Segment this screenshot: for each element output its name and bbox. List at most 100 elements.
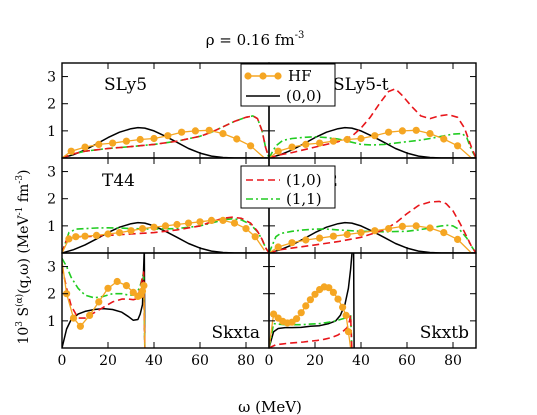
series-hf-point-skxtb bbox=[293, 315, 301, 323]
series-hf-point-t22 bbox=[412, 222, 420, 230]
series-hf-point-sly5 bbox=[247, 142, 255, 150]
series-hf-point-skxtb bbox=[339, 303, 347, 311]
series-1-0-line-t22 bbox=[269, 200, 476, 253]
legend-hf-marker bbox=[244, 72, 252, 80]
panels-group bbox=[62, 88, 476, 348]
y-tick-label-t44: 2 bbox=[47, 192, 56, 208]
panel-label-sly5: SLy5 bbox=[104, 75, 147, 95]
legend-mid-box bbox=[240, 165, 336, 209]
series-hf-line-sly5 bbox=[62, 129, 265, 158]
series-hf-point-skxtb bbox=[342, 311, 350, 319]
series-hf-point-skxtb bbox=[334, 295, 342, 303]
series-hf-point-t22 bbox=[274, 243, 282, 251]
series-hf-point-sly5 bbox=[122, 137, 130, 145]
series-hf-point-sly5 bbox=[191, 127, 199, 135]
panel-skxtb-frame bbox=[268, 252, 477, 349]
series-hf-point-sly5 bbox=[136, 135, 144, 144]
ylabel-close: ) bbox=[16, 169, 32, 174]
series-hf-point-sly5-t bbox=[371, 132, 379, 140]
ylabel-post2-exp: -3 bbox=[15, 175, 25, 184]
series-1-1-line-t22 bbox=[269, 224, 476, 253]
series-hf-point-sly5-t bbox=[412, 126, 420, 134]
series-hf-point-t44 bbox=[81, 232, 89, 240]
series-hf-point-t44 bbox=[219, 216, 227, 224]
y-tick-label-skxta: 1 bbox=[47, 314, 56, 330]
panel-skxta-plot bbox=[62, 253, 148, 348]
series-hf-point-sly5 bbox=[109, 139, 117, 147]
series-hf-point-t22 bbox=[398, 222, 406, 230]
series-hf-point-skxta bbox=[86, 311, 94, 319]
series-hf-point-sly5 bbox=[67, 147, 75, 155]
panel-t44-plot bbox=[62, 216, 269, 253]
series-1-1-line-sly5-t bbox=[269, 132, 476, 158]
series-hf-line-t22 bbox=[269, 225, 472, 253]
series-hf-point-sly5 bbox=[81, 143, 89, 151]
series-hf-point-t44 bbox=[72, 233, 80, 241]
series-hf-point-t44 bbox=[173, 220, 181, 229]
legend-s10-label: (1,0) bbox=[286, 171, 322, 189]
x-tick-label-skxtb: 0 bbox=[265, 353, 274, 369]
series-1-0-line-t44 bbox=[62, 216, 269, 253]
series-hf-point-t22 bbox=[440, 229, 448, 237]
y-tick-label-skxta: 3 bbox=[47, 260, 56, 276]
panel-t22-plot bbox=[269, 200, 476, 253]
panel-sly5-frame bbox=[61, 62, 270, 159]
series-hf-point-t44 bbox=[127, 227, 135, 235]
series-hf-point-t44 bbox=[242, 225, 250, 233]
series-hf-point-skxtb bbox=[297, 309, 305, 317]
series-1-0-line-sly5-t bbox=[269, 88, 476, 158]
series-hf-point-skxtb bbox=[344, 328, 352, 336]
series-hf-line-skxta bbox=[62, 261, 146, 348]
series-hf-point-skxta bbox=[104, 284, 112, 292]
frames-group: 123SLy5SLy5-t123T44T22123020406080Skxta0… bbox=[47, 62, 477, 369]
series-hf-point-t22 bbox=[316, 234, 324, 242]
x-tick-label-skxtb: 20 bbox=[306, 353, 324, 369]
series-hf-point-t44 bbox=[65, 235, 73, 243]
x-tick-label-skxtb: 60 bbox=[398, 353, 416, 369]
series-1-1-line-skxta bbox=[62, 258, 146, 348]
title-exponent: -3 bbox=[295, 30, 305, 41]
series-hf-point-sly5-t bbox=[274, 147, 282, 155]
series-hf-point-sly5 bbox=[233, 135, 241, 143]
series-hf-point-t22 bbox=[385, 225, 393, 233]
y-tick-label-sly5: 2 bbox=[47, 97, 56, 113]
series-hf-point-skxta bbox=[113, 277, 121, 286]
legend-hf-marker bbox=[274, 72, 282, 80]
legend-s11-label: (1,1) bbox=[286, 190, 322, 208]
series-1-0-line-skxta bbox=[62, 266, 146, 348]
series-hf-point-t44 bbox=[150, 223, 158, 231]
panel-skxtb-plot bbox=[269, 253, 355, 348]
series-hf-point-sly5-t bbox=[343, 135, 351, 144]
series-hf-point-skxta bbox=[95, 298, 103, 306]
series-hf-point-skxtb bbox=[329, 288, 337, 296]
panel-t44-frame bbox=[61, 157, 270, 254]
series-hf-point-skxtb bbox=[302, 302, 310, 310]
series-hf-line-sly5-t bbox=[269, 129, 472, 158]
series-hf-point-sly5 bbox=[205, 126, 213, 134]
series-hf-point-t44 bbox=[115, 229, 124, 237]
series-hf-point-sly5 bbox=[95, 140, 103, 148]
series-hf-point-sly5 bbox=[178, 128, 186, 136]
series-hf-point-sly5-t bbox=[288, 143, 296, 151]
x-tick-label-skxta: 0 bbox=[58, 353, 67, 369]
panel-label-skxtb: Skxtb bbox=[420, 323, 469, 343]
y-tick-label-t44: 1 bbox=[47, 219, 56, 235]
series-hf-point-sly5 bbox=[150, 134, 158, 143]
legend-hf-label: HF bbox=[288, 67, 312, 85]
series-hf-point-sly5-t bbox=[302, 140, 310, 148]
ylabel-pre-exp: 3 bbox=[15, 321, 25, 327]
series-hf-point-t22 bbox=[371, 227, 379, 235]
series-hf-point-t22 bbox=[454, 235, 462, 243]
panel-sly5-t-plot bbox=[269, 88, 476, 158]
panel-label-sly5-t: SLy5-t bbox=[333, 75, 389, 95]
ylabel-post: (q,ω) (MeV bbox=[16, 215, 32, 294]
ylabel-pre: 10 bbox=[16, 327, 32, 345]
series-0-0-line-skxta bbox=[62, 253, 146, 348]
ylabel-post2: fm bbox=[16, 184, 32, 207]
series-1-0-line-sly5 bbox=[62, 115, 269, 158]
series-hf-point-t44 bbox=[251, 233, 259, 241]
series-hf-point-t22 bbox=[288, 239, 296, 247]
x-tick-label-skxta: 80 bbox=[237, 353, 255, 369]
title-main: ρ = 0.16 fm bbox=[206, 31, 295, 49]
